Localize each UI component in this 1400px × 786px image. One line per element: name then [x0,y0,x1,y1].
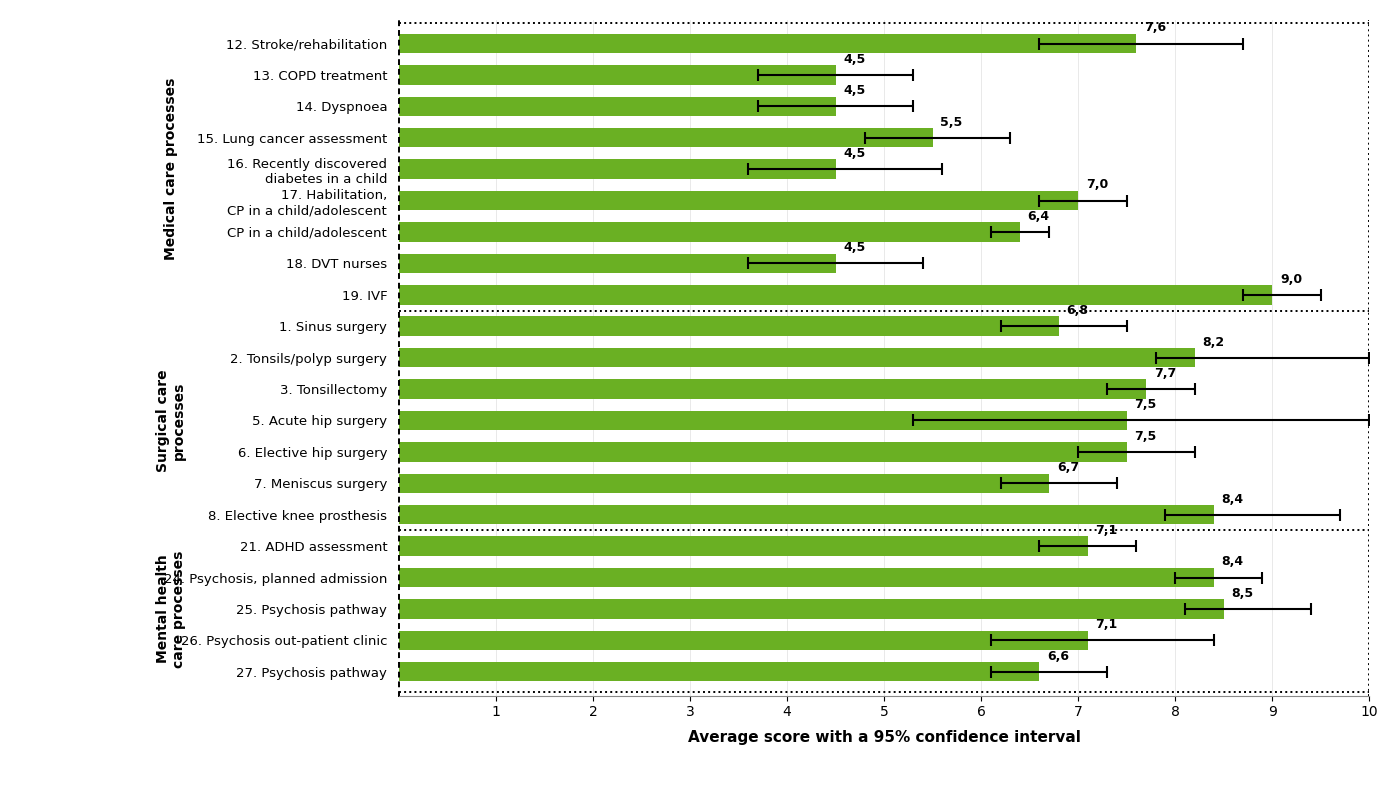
Bar [399,567,1214,587]
Text: 8,4: 8,4 [1222,493,1243,505]
Bar [399,97,836,116]
Text: 5,5: 5,5 [941,116,963,129]
Bar [399,160,836,179]
Bar [399,599,1224,619]
Bar [399,442,1127,461]
Bar [399,662,1039,681]
Text: 7,1: 7,1 [1096,524,1117,537]
Text: 9,0: 9,0 [1280,273,1302,285]
Bar [399,254,836,273]
Text: 8,4: 8,4 [1222,556,1243,568]
Bar [399,65,836,85]
Text: 6,4: 6,4 [1028,210,1050,223]
Bar [399,191,1078,211]
Bar [399,380,1147,399]
Bar [399,222,1021,242]
Text: 4,5: 4,5 [843,84,865,97]
Text: 4,5: 4,5 [843,147,865,160]
Bar [399,630,1088,650]
Text: 8,5: 8,5 [1232,587,1253,600]
Text: 8,2: 8,2 [1203,336,1225,348]
Text: Surgical care
processes: Surgical care processes [155,369,186,472]
Bar [399,505,1214,524]
Text: 6,8: 6,8 [1067,304,1088,317]
Text: 7,7: 7,7 [1154,367,1176,380]
Text: 7,6: 7,6 [1144,21,1166,35]
Text: Mental health
care processes: Mental health care processes [155,550,186,667]
Text: 4,5: 4,5 [843,53,865,66]
Text: 7,0: 7,0 [1086,178,1109,192]
X-axis label: Average score with a 95% confidence interval: Average score with a 95% confidence inte… [687,730,1081,745]
Text: 7,5: 7,5 [1134,430,1156,443]
Bar [399,285,1273,304]
Bar [399,128,932,148]
Text: Medical care processes: Medical care processes [164,78,178,260]
Bar [399,473,1049,493]
Bar [399,34,1137,53]
Text: 7,1: 7,1 [1096,619,1117,631]
Bar [399,348,1194,367]
Text: 4,5: 4,5 [843,241,865,255]
Bar [399,411,1127,430]
Bar [399,536,1088,556]
Text: 6,7: 6,7 [1057,461,1079,474]
Bar [399,317,1058,336]
Text: 6,6: 6,6 [1047,649,1070,663]
Text: 7,5: 7,5 [1134,399,1156,411]
